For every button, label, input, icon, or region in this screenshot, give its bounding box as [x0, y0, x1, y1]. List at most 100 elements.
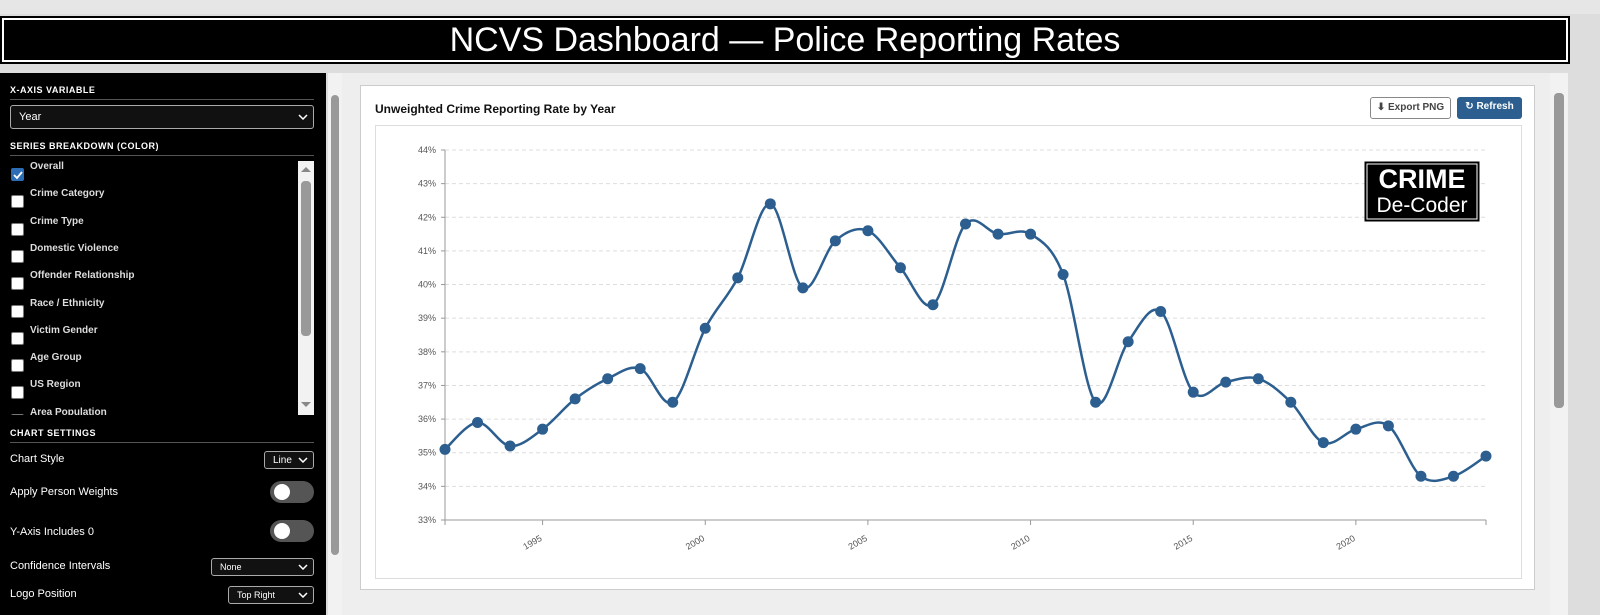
checkbox[interactable] [11, 249, 24, 263]
option-label: Offender Relationship [30, 270, 135, 282]
section-heading: X-AXIS VARIABLE [10, 85, 314, 100]
top-bar [0, 0, 1600, 14]
setting-label: Y-Axis Includes 0 [10, 526, 94, 538]
x-tick-label: 2020 [1335, 533, 1357, 552]
checkbox[interactable] [11, 359, 24, 373]
checkbox[interactable] [11, 195, 24, 209]
data-point [1350, 423, 1362, 435]
data-point [602, 373, 614, 385]
data-point [439, 443, 451, 455]
series-line [444, 202, 1487, 483]
y-tick-label: 44% [418, 145, 436, 155]
data-point [1317, 437, 1329, 449]
data-point [537, 423, 549, 435]
data-point [504, 440, 516, 452]
data-point [960, 218, 971, 230]
data-point [472, 416, 484, 428]
checkbox[interactable] [11, 304, 24, 318]
data-point [927, 299, 939, 311]
data-point [1155, 305, 1167, 317]
data-point [634, 363, 646, 375]
data-point [1480, 450, 1492, 462]
series-option[interactable]: Domestic Violence [10, 243, 296, 263]
x-tick-label: 2015 [1172, 533, 1194, 552]
series-option[interactable]: Crime Category [10, 188, 296, 209]
refresh-button[interactable]: ↻ Refresh [1457, 97, 1522, 119]
logo-select[interactable]: Top Right [228, 586, 314, 604]
setting-label: Apply Person Weights [10, 486, 119, 498]
header-title: NCVS Dashboard — Police Reporting Rates [0, 16, 1570, 64]
zero-toggle[interactable] [270, 520, 314, 542]
data-point [732, 272, 744, 284]
setting-label: Logo Position [10, 588, 77, 600]
data-point [1220, 376, 1232, 388]
checkbox[interactable] [11, 386, 24, 400]
main-scrollbar[interactable] [1550, 73, 1568, 615]
y-tick-label: 42% [418, 212, 436, 222]
checkbox[interactable] [11, 277, 24, 291]
series-option[interactable]: Crime Type [10, 216, 296, 236]
y-tick-label: 34% [418, 481, 436, 491]
chart-style-select[interactable]: Line [264, 451, 314, 469]
y-tick-label: 38% [418, 347, 436, 357]
y-tick-label: 43% [418, 179, 436, 189]
series-option[interactable]: Race / Ethnicity [10, 298, 296, 318]
data-point [1025, 228, 1037, 240]
ci-select[interactable]: None [211, 558, 314, 576]
logo-border [1366, 163, 1478, 220]
checkbox[interactable] [11, 168, 24, 181]
x-tick-label: 2010 [1009, 533, 1031, 552]
data-point [1187, 386, 1199, 398]
option-label: Overall [30, 161, 64, 172]
x-axis-select[interactable]: Year [10, 105, 314, 129]
section-heading: CHART SETTINGS [10, 428, 314, 443]
data-point [992, 228, 1004, 240]
data-point [1285, 396, 1297, 408]
weights-toggle[interactable] [270, 481, 314, 503]
data-point [862, 225, 874, 237]
data-point [764, 198, 776, 210]
y-tick-label: 37% [418, 380, 436, 390]
option-label: Crime Type [30, 215, 84, 227]
select-value: Top Right [237, 590, 276, 600]
select-value: Year [19, 111, 42, 123]
series-option[interactable]: Victim Gender [10, 325, 296, 345]
option-label: Race / Ethnicity [30, 297, 105, 309]
data-point [1415, 470, 1427, 482]
checkbox[interactable] [11, 331, 24, 345]
series-option[interactable]: Overall [10, 161, 296, 181]
section-heading: SERIES BREAKDOWN (COLOR) [10, 141, 314, 156]
series-option[interactable]: Offender Relationship [10, 270, 296, 291]
series-option[interactable]: Area Population [10, 407, 296, 415]
setting-label: Chart Style [10, 453, 65, 465]
y-tick-label: 33% [418, 515, 436, 525]
option-label: Area Population [30, 406, 107, 415]
y-tick-label: 41% [418, 246, 436, 256]
y-tick-label: 36% [418, 414, 436, 424]
y-tick-label: 35% [418, 448, 436, 458]
series-option[interactable]: Age Group [10, 352, 296, 373]
data-point [1252, 373, 1264, 385]
x-tick-label: 2005 [847, 533, 869, 552]
data-point [797, 282, 809, 294]
sidebar-scrollbar[interactable] [328, 73, 342, 615]
option-label: US Region [30, 379, 81, 391]
data-point [894, 262, 906, 274]
data-point [1057, 268, 1069, 280]
checkbox[interactable] [11, 413, 24, 415]
logo-text: CRIME [1379, 164, 1466, 194]
data-point [1122, 336, 1134, 348]
data-point [829, 235, 841, 247]
data-point [699, 322, 711, 334]
series-option[interactable]: US Region [10, 379, 296, 400]
logo-text: De-Coder [1376, 194, 1467, 217]
setting-label: Confidence Intervals [10, 560, 111, 572]
logo-box [1364, 161, 1480, 222]
series-list: Overall Crime Category Crime Type Domestic … [10, 161, 314, 415]
checkbox[interactable] [11, 222, 24, 236]
list-scrollbar[interactable] [298, 161, 314, 415]
data-point [569, 393, 581, 405]
export-button[interactable]: ⬇ Export PNG [1370, 97, 1451, 119]
